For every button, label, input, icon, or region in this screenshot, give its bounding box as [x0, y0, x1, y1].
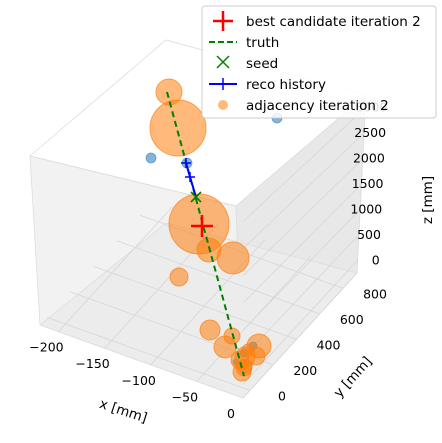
adjacency-point [237, 358, 253, 374]
legend-entry-best: best candidate iteration 2 [213, 11, 421, 31]
grid-line-z [243, 107, 366, 222]
legend: best candidate iteration 2 truth seed re… [201, 5, 437, 119]
grid-line-x [58, 206, 173, 332]
adjacency-point [149, 99, 207, 157]
grid-line-z [242, 209, 361, 331]
y-tick-label: 800 [363, 286, 387, 301]
legend-entry-adjacency: adjacency iteration 2 [218, 98, 389, 114]
adjacency-point [241, 343, 255, 357]
x-tick-label: −100 [122, 373, 156, 388]
x-tick-label: −150 [75, 356, 109, 371]
legend-label-reco: reco history [246, 77, 326, 93]
legend-marker-best [213, 11, 233, 31]
y-tick-label: 400 [317, 337, 341, 352]
z-tick-label: 500 [357, 227, 381, 242]
truth-line [166, 91, 245, 377]
seed-marker [190, 191, 202, 203]
z-tick-label: 2000 [353, 151, 385, 166]
adjacency-point [199, 319, 221, 341]
z-tick-label: 1000 [350, 201, 382, 216]
adjacency-point [216, 241, 250, 275]
x-axis-label: x [mm] [97, 396, 149, 426]
x-tick-label: −50 [172, 389, 198, 404]
grid-line-z [243, 132, 365, 249]
y-tick-label: 200 [293, 363, 317, 378]
grid-line-z [243, 158, 364, 276]
adjacency-series [149, 78, 272, 382]
legend-label-truth: truth [246, 35, 279, 51]
grid-line-x [242, 272, 358, 399]
legend-label-seed: seed [246, 56, 278, 72]
blue-hit-point [145, 152, 157, 164]
z-axis-ticks: 050010001500200025003000 [350, 100, 387, 268]
z-axis-label: z [mm] [420, 176, 436, 224]
x-tick-label: −200 [29, 340, 63, 355]
legend-entry-truth: truth [209, 35, 279, 51]
legend-marker-seed [216, 55, 230, 69]
y-tick-label: 600 [340, 312, 364, 327]
y-axis-label: y [mm] [331, 354, 376, 401]
legend-label-best: best candidate iteration 2 [246, 14, 421, 30]
reco-history-marker [181, 158, 191, 168]
reco-history-line [185, 162, 197, 198]
z-tick-label: 1500 [352, 176, 384, 191]
y-tick-label: 0 [278, 388, 286, 403]
best-candidate-marker [191, 215, 213, 237]
reco-history-series [181, 158, 197, 198]
x-tick-label: 0 [227, 406, 235, 421]
legend-label-adjacency: adjacency iteration 2 [246, 98, 389, 114]
grid-line-y [93, 265, 297, 340]
legend-entry-reco: reco history [209, 77, 326, 93]
x-axis-ticks: −200 −150 −100 −50 0 [29, 340, 235, 421]
reco-history-marker [185, 172, 195, 182]
legend-entry-seed: seed [216, 55, 278, 72]
adjacency-point [169, 267, 189, 287]
legend-marker-adjacency [218, 100, 228, 110]
z-tick-label: 0 [372, 252, 380, 267]
grid-line-z [242, 260, 358, 385]
grid-line-z [242, 183, 362, 304]
grid-line-y [46, 316, 251, 391]
z-tick-label: 2500 [354, 125, 386, 140]
legend-frame [201, 5, 437, 119]
